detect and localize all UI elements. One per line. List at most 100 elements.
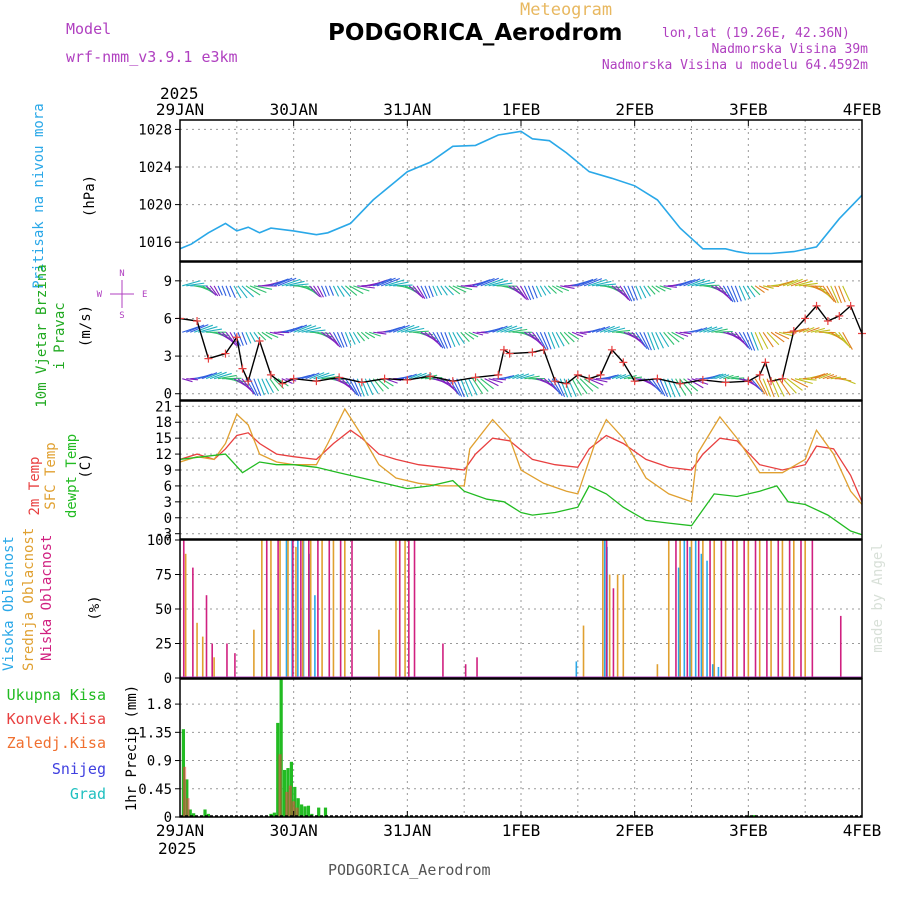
- wind-speed-marker: [812, 301, 821, 310]
- panel-frame-1: [179, 261, 863, 401]
- wind-speed-marker: [403, 375, 412, 384]
- wind-vector: [603, 326, 620, 333]
- wind-vector: [531, 285, 538, 299]
- wind-vector: [468, 378, 478, 396]
- wind-vector: [663, 285, 677, 288]
- y-tick-label: 50: [155, 602, 172, 618]
- wind-vector: [492, 282, 513, 287]
- temp-dewpt-label: dewpt Temp: [64, 433, 80, 519]
- wind-vector: [328, 285, 334, 296]
- wind-vector: [595, 283, 616, 287]
- wind-vector: [504, 326, 523, 333]
- wind-vector: [782, 378, 797, 394]
- wind-vector: [758, 378, 768, 396]
- cloud-bar: [804, 540, 806, 678]
- cloud-bar: [724, 540, 727, 678]
- cloud-bar: [689, 546, 691, 678]
- wind-vector: [707, 374, 721, 380]
- wind-vector: [683, 378, 699, 392]
- wind-vector: [265, 378, 274, 394]
- wind-speed-marker: [573, 370, 582, 379]
- wind-speed-marker: [778, 374, 787, 383]
- wind-vector: [229, 331, 239, 347]
- station-title: PODGORICA_Aerodrom: [328, 20, 623, 46]
- y-tick-label: 9: [164, 274, 172, 290]
- cloud-bar: [781, 540, 784, 678]
- cloud-bar: [777, 540, 780, 678]
- wind-vector: [619, 285, 631, 302]
- wind-vector: [742, 332, 753, 351]
- wind-vector: [186, 378, 199, 381]
- cloud-bar: [234, 653, 236, 678]
- wind-speed-marker: [562, 379, 571, 388]
- y-tick-label: 21: [155, 399, 172, 415]
- wind-vector: [460, 331, 470, 342]
- wind-vector: [826, 375, 838, 380]
- cloud-bar: [408, 540, 410, 678]
- wind-vector: [750, 285, 761, 296]
- wind-vector: [225, 285, 231, 298]
- wind-vector: [675, 331, 689, 337]
- cloud-bar: [700, 553, 703, 678]
- wind-vector: [444, 378, 459, 394]
- wind-speed-marker: [244, 377, 253, 386]
- wind-vector: [380, 278, 401, 287]
- wind-vector: [551, 285, 564, 293]
- wind-vector: [313, 285, 322, 298]
- wind-vector: [356, 331, 365, 342]
- wind-vector: [727, 375, 739, 380]
- wind-vector: [348, 378, 360, 397]
- wind-vector: [535, 285, 542, 298]
- cloud-low-label: Niska Oblacnost: [39, 534, 55, 661]
- wind-vector: [309, 285, 321, 298]
- wind-vector: [806, 327, 820, 333]
- wind-vector: [691, 279, 710, 287]
- precip-bar: [203, 809, 207, 817]
- wind-vector: [663, 378, 672, 398]
- wind-vector: [750, 332, 759, 351]
- cloud-bar: [679, 540, 681, 678]
- wind-speed-marker: [801, 314, 810, 323]
- wind-vector: [261, 378, 270, 395]
- cloud-bar: [754, 540, 757, 678]
- wind-vector: [547, 332, 556, 349]
- cloud-bar: [758, 540, 761, 678]
- wind-vector: [838, 285, 846, 303]
- precip-bar: [306, 805, 311, 817]
- wind-vector: [396, 324, 415, 333]
- y-tick-label: 1020: [138, 198, 172, 214]
- cloud-bar: [736, 540, 738, 678]
- wind-vector: [591, 280, 612, 287]
- wind-vector: [253, 331, 261, 341]
- wind-speed-marker: [619, 358, 628, 367]
- wind-vector: [738, 285, 747, 301]
- wind-vector: [623, 374, 637, 380]
- pressure-unit-label: (hPa): [82, 174, 98, 218]
- cloud-bar: [766, 540, 768, 678]
- wind-speed-marker: [767, 377, 776, 386]
- wind-speed-marker: [607, 345, 616, 354]
- wind-vector: [273, 277, 293, 287]
- wind-vector: [539, 332, 549, 350]
- wind-vector: [257, 331, 267, 341]
- wind-vector: [758, 285, 769, 291]
- cloud-bar: [192, 567, 194, 678]
- cloud-bar: [205, 595, 208, 678]
- wind-vector: [723, 374, 734, 380]
- wind-vector: [269, 331, 285, 336]
- cloud-bar: [656, 664, 659, 678]
- wind-vector: [277, 277, 297, 287]
- wind-vector: [527, 285, 535, 300]
- wind-speed-marker: [823, 316, 832, 325]
- y-tick-label: 3: [164, 495, 172, 511]
- wind-speed-marker: [255, 337, 264, 346]
- wind-vector: [830, 376, 842, 380]
- cloud-bar: [378, 629, 380, 678]
- precip-legend-total: Ukupna Kisa: [6, 686, 106, 704]
- wind-vector: [209, 371, 227, 380]
- wind-vector: [810, 373, 826, 380]
- cloud-bar: [717, 666, 720, 678]
- wind-vector: [774, 378, 785, 397]
- wind-vector: [376, 378, 390, 390]
